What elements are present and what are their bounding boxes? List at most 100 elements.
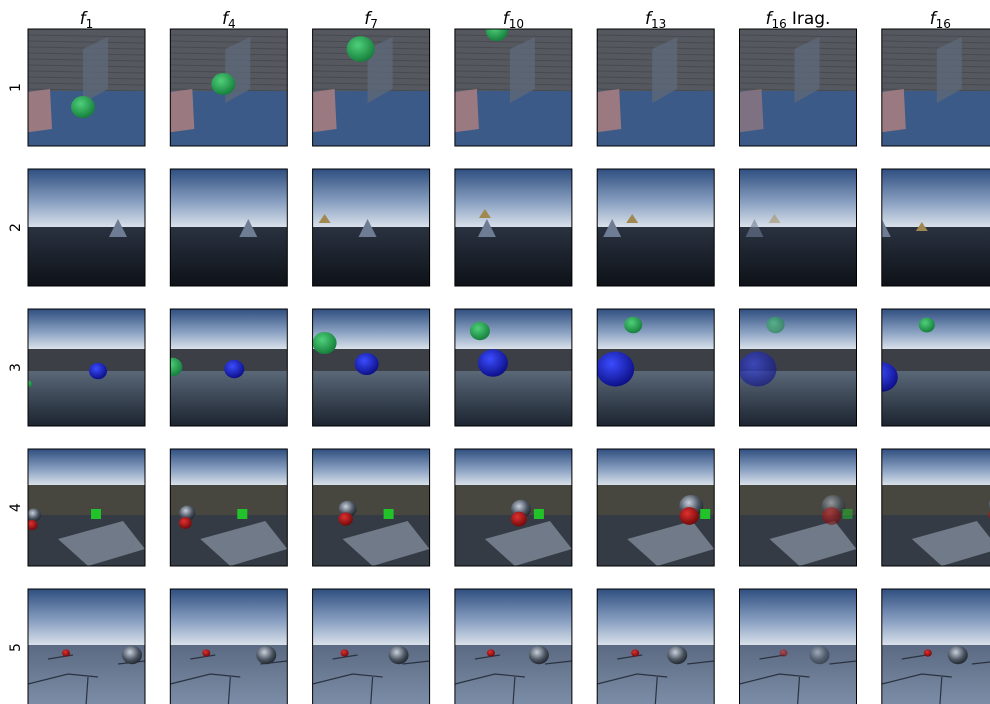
- sky: [28, 449, 145, 485]
- walls: [455, 349, 572, 371]
- image-panel: [162, 29, 287, 146]
- sphere: [822, 507, 841, 525]
- sky: [740, 309, 857, 349]
- pink-box: [732, 89, 764, 133]
- sphere: [389, 646, 409, 664]
- image-panel: [313, 169, 430, 286]
- sky: [597, 589, 714, 645]
- pink-box: [305, 89, 337, 133]
- green-cube: [384, 509, 394, 519]
- sky: [882, 449, 990, 485]
- image-panel: [162, 309, 287, 426]
- image-panel: [597, 589, 714, 704]
- pink-box: [447, 89, 479, 133]
- green-cube: [534, 509, 544, 519]
- sky: [170, 589, 287, 645]
- column-title: f16: [930, 9, 951, 31]
- floor: [28, 371, 145, 426]
- sphere: [780, 649, 788, 656]
- image-panel: [447, 21, 572, 146]
- sky: [597, 309, 714, 349]
- image-panel: [739, 309, 857, 426]
- page: {"columns": [ {"symbol": "f", "subscript…: [0, 0, 990, 704]
- floor: [313, 371, 430, 426]
- sky: [28, 169, 145, 227]
- sphere: [341, 649, 349, 656]
- image-panel: [589, 29, 714, 146]
- sky: [28, 589, 145, 645]
- sky: [170, 309, 287, 349]
- sphere: [810, 646, 830, 664]
- sky: [313, 169, 430, 227]
- sphere: [224, 360, 244, 378]
- image-panel: [873, 169, 990, 286]
- sphere: [948, 646, 968, 664]
- sky: [313, 589, 430, 645]
- sphere: [511, 512, 527, 527]
- image-panel: [170, 169, 287, 286]
- green-cube: [843, 509, 853, 519]
- row-label: 1: [8, 83, 24, 92]
- figure-grid: f1f4f7f10f13f16Irag.f1612345: [0, 0, 990, 704]
- row-label: 5: [8, 643, 24, 652]
- sky: [740, 169, 857, 227]
- sky: [170, 449, 287, 485]
- sphere: [631, 649, 639, 656]
- green-cube: [237, 509, 247, 519]
- ground: [455, 227, 572, 286]
- tile-floor: [882, 645, 990, 704]
- column-title: f1: [80, 9, 94, 31]
- image-panel: [596, 309, 714, 426]
- image-panel: [455, 589, 572, 704]
- sphere: [71, 96, 95, 118]
- column-title: f13: [645, 9, 666, 31]
- image-panel: [740, 169, 857, 286]
- image-panel: [24, 309, 145, 426]
- image-panel: [882, 449, 990, 566]
- sky: [28, 309, 145, 349]
- image-panel: [28, 589, 145, 704]
- sphere: [355, 353, 379, 375]
- image-panel: [313, 309, 430, 426]
- image-panel: [874, 29, 990, 146]
- sky: [455, 449, 572, 485]
- row-label: 2: [8, 223, 24, 232]
- sphere: [338, 512, 352, 525]
- column-title: f16Irag.: [766, 9, 831, 31]
- sky: [597, 169, 714, 227]
- ground: [170, 227, 287, 286]
- sphere: [313, 332, 337, 354]
- image-panel: [170, 589, 287, 704]
- sphere: [27, 509, 41, 522]
- sphere: [919, 318, 935, 333]
- wall: [882, 485, 990, 515]
- sphere: [256, 646, 276, 664]
- sphere: [162, 358, 182, 376]
- image-panel: [20, 29, 145, 146]
- sphere: [680, 507, 699, 525]
- image-panel: [455, 309, 572, 426]
- sphere: [89, 363, 107, 380]
- image-panel: [866, 309, 990, 426]
- sphere: [347, 36, 375, 62]
- sphere: [122, 646, 142, 664]
- sphere: [62, 649, 70, 656]
- ground: [882, 227, 990, 286]
- sphere: [624, 317, 642, 334]
- sky: [313, 449, 430, 485]
- sphere: [179, 517, 192, 529]
- wall: [313, 485, 430, 515]
- image-panel: [305, 29, 430, 146]
- walls: [28, 349, 145, 371]
- pink-box: [874, 89, 906, 133]
- sky: [882, 589, 990, 645]
- sphere: [739, 352, 777, 387]
- sphere: [667, 646, 687, 664]
- sphere: [202, 649, 210, 656]
- image-panel: [170, 449, 287, 566]
- sky: [597, 449, 714, 485]
- ground: [28, 227, 145, 286]
- sky: [455, 169, 572, 227]
- sky: [740, 449, 857, 485]
- floor: [455, 371, 572, 426]
